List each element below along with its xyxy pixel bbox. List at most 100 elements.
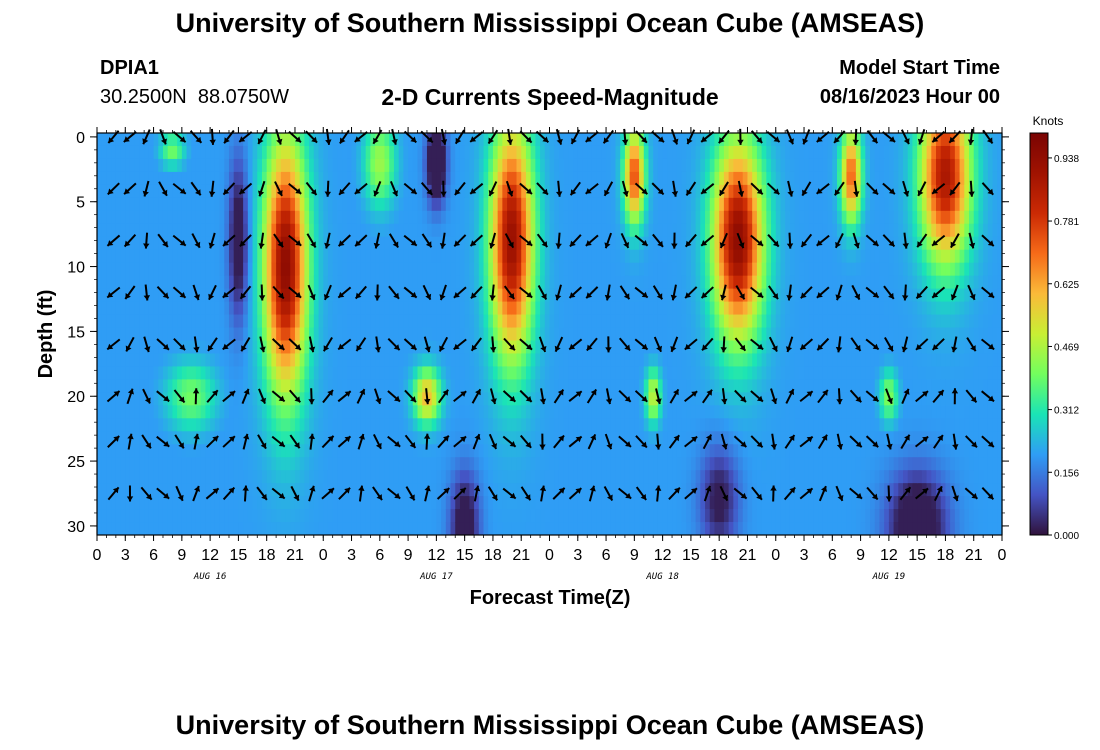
heat-cell [738,145,744,160]
heat-cell [733,184,739,199]
heat-cell [436,223,442,238]
heat-cell [483,197,489,212]
heat-cell [327,145,334,160]
heat-cell [601,366,607,380]
heat-cell [511,288,518,303]
heat-cell [266,509,272,523]
heat-cell [191,158,197,173]
heat-cell [337,418,343,432]
heat-cell [445,353,452,368]
heat-cell [125,145,131,160]
heat-cell [488,275,494,290]
heat-cell [502,444,508,458]
heat-cell [624,522,631,535]
heat-cell [544,197,551,212]
heat-cell [379,327,386,342]
heat-cell [785,236,791,251]
heat-cell [346,457,353,471]
heat-cell [502,405,508,419]
heat-cell [97,249,103,264]
heat-cell [186,457,192,471]
heat-cell [375,366,381,380]
heat-cell [681,236,687,251]
heat-cell [276,405,282,419]
heat-cell [474,496,480,510]
heat-cell [205,275,211,290]
heat-cell [577,236,584,251]
heat-cell [304,275,310,290]
heat-cell [120,197,126,212]
heat-cell [243,184,249,199]
heat-cell [761,392,767,406]
heat-cell [525,418,532,432]
heat-cell [200,470,207,484]
heat-cell [214,470,221,484]
heat-cell [224,418,230,432]
heat-cell [747,314,753,329]
heat-cell [356,158,362,173]
heat-cell [148,301,155,316]
heat-cell [266,327,272,342]
heat-cell [535,457,541,471]
heat-cell [276,301,282,316]
heat-cell [775,145,782,160]
heat-cell [738,301,744,316]
heat-cell [629,379,635,393]
heat-cell [261,197,268,212]
heat-cell [507,314,513,329]
heat-cell [662,392,668,406]
heat-cell [342,288,348,303]
heat-cell [323,223,329,238]
heat-cell [464,444,470,458]
heat-cell [700,418,706,432]
heat-cell [568,314,574,329]
heat-cell [247,327,254,342]
heat-cell [97,158,103,173]
heat-cell [478,522,485,535]
heat-cell [252,145,258,160]
heat-cell [474,444,480,458]
heat-cell [785,457,791,471]
heat-cell [672,158,678,173]
heat-cell [629,522,635,535]
heat-cell [629,457,635,471]
heat-cell [549,405,555,419]
heat-cell [389,145,395,160]
heat-cell [667,210,673,225]
heat-cell [455,509,461,523]
heat-cell [775,249,782,264]
heat-cell [535,236,541,251]
heat-cell [690,236,697,251]
heat-cell [488,470,494,484]
heat-cell [591,340,598,355]
heat-cell [582,210,588,225]
heat-cell [733,223,739,238]
heat-cell [464,496,470,510]
heat-cell [285,470,291,484]
heat-cell [318,288,324,303]
heat-cell [129,223,136,238]
heat-cell [327,392,334,406]
heat-cell [582,262,588,277]
heat-cell [681,340,687,355]
heat-cell [799,366,805,380]
heat-cell [483,522,489,535]
heat-cell [474,158,480,173]
heat-cell [643,301,650,316]
heat-cell [257,509,263,523]
heat-cell [219,158,225,173]
heat-cell [719,145,725,160]
heat-cell [657,327,664,342]
heat-cell [313,171,320,186]
heat-cell [346,379,353,393]
heat-cell [695,457,701,471]
heat-cell [389,210,395,225]
heat-cell [488,340,494,355]
heat-cell [771,405,777,419]
heat-cell [356,509,362,523]
heat-cell [177,392,183,406]
heat-cell [243,210,249,225]
heat-cell [304,522,310,535]
heat-cell [794,353,800,368]
heat-cell [516,158,522,173]
